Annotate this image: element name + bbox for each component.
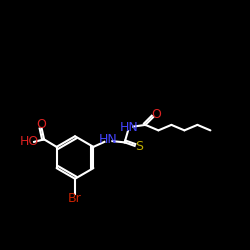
Text: O: O: [37, 118, 46, 131]
Text: O: O: [151, 108, 161, 121]
Text: HN: HN: [120, 121, 139, 134]
Text: HN: HN: [99, 134, 118, 146]
Text: HO: HO: [20, 136, 39, 148]
Text: Br: Br: [68, 192, 82, 205]
Text: S: S: [135, 140, 143, 153]
